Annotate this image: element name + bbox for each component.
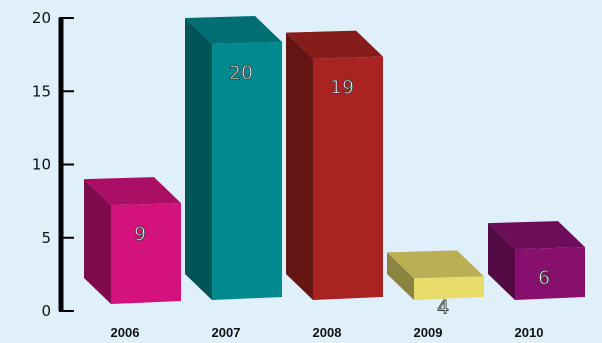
bar-2008: 19 bbox=[286, 30, 383, 301]
bar-front-face bbox=[414, 276, 484, 300]
bar-top-face bbox=[488, 221, 585, 250]
x-tick-label: 2010 bbox=[515, 325, 544, 340]
bar-value-label: 4 bbox=[437, 296, 449, 318]
bar-side-face bbox=[387, 252, 414, 300]
bar-2006: 9 bbox=[84, 177, 181, 304]
y-tick-label: 5 bbox=[41, 229, 51, 247]
x-tick-labels: 2006 2007 2008 2009 2010 bbox=[111, 325, 544, 340]
bar-value-label: 9 bbox=[134, 223, 146, 245]
x-tick-label: 2007 bbox=[212, 325, 241, 340]
bar-side-face bbox=[84, 179, 111, 304]
bar-front-face bbox=[212, 42, 282, 300]
y-ticks: 0 5 10 15 20 bbox=[32, 9, 74, 320]
bar-front-face bbox=[313, 56, 383, 301]
bar-value-label: 20 bbox=[229, 62, 253, 84]
bars: 9 20 19 4 6 bbox=[84, 16, 585, 319]
bar-side-face bbox=[185, 18, 212, 300]
bar-top-face bbox=[84, 177, 181, 206]
y-tick-label: 10 bbox=[32, 156, 51, 174]
bar-2007: 20 bbox=[185, 16, 282, 300]
x-tick-label: 2009 bbox=[414, 325, 443, 340]
bar-value-label: 19 bbox=[330, 77, 354, 99]
y-tick-label: 15 bbox=[32, 82, 51, 100]
bar-front-face bbox=[111, 203, 181, 304]
bar-side-face bbox=[286, 32, 313, 301]
bar-top-face bbox=[387, 250, 484, 279]
x-tick-label: 2008 bbox=[313, 325, 342, 340]
bar-2009: 4 bbox=[387, 250, 484, 319]
bar-value-label: 6 bbox=[538, 267, 550, 289]
bar-top-face bbox=[185, 16, 282, 44]
x-tick-label: 2006 bbox=[111, 325, 140, 340]
y-tick-label: 0 bbox=[41, 302, 51, 320]
y-tick-label: 20 bbox=[32, 9, 51, 27]
bar-top-face bbox=[286, 30, 383, 59]
bar-side-face bbox=[488, 223, 515, 300]
bar-front-face bbox=[515, 247, 585, 300]
bar-2010: 6 bbox=[488, 221, 585, 300]
